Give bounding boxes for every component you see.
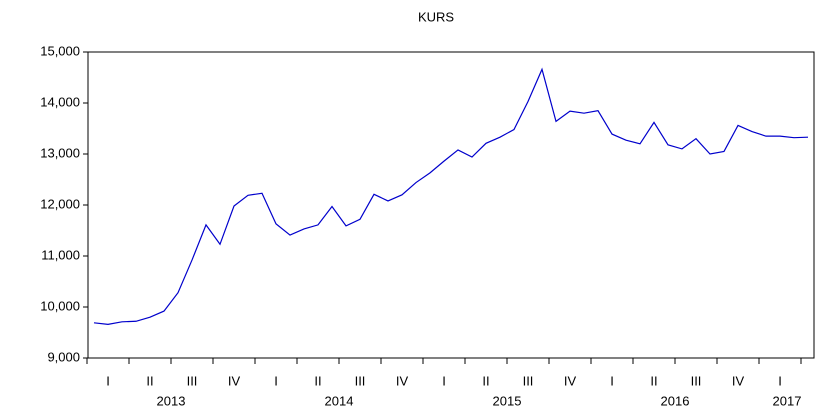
year-label: 2013 <box>157 393 186 408</box>
x-tick-label: III <box>523 373 534 388</box>
x-tick-label: IV <box>396 373 409 388</box>
year-label: 2017 <box>773 393 802 408</box>
y-tick-label: 15,000 <box>40 43 80 58</box>
x-tick-label: I <box>442 373 446 388</box>
x-tick-label: IV <box>228 373 241 388</box>
y-tick-label: 11,000 <box>41 247 80 262</box>
year-label: 2014 <box>325 393 354 408</box>
year-label: 2015 <box>493 393 522 408</box>
x-tick-label: III <box>355 373 366 388</box>
y-tick-label: 10,000 <box>40 298 80 313</box>
y-tick-label: 12,000 <box>40 196 80 211</box>
line-series <box>93 67 809 325</box>
plot-frame <box>87 51 815 359</box>
y-tick-label: 13,000 <box>40 145 80 160</box>
y-tick-label: 14,000 <box>40 94 80 109</box>
x-tick-label: I <box>778 373 782 388</box>
x-tick-label: III <box>691 373 702 388</box>
x-tick-label: I <box>610 373 614 388</box>
x-tick-label: I <box>106 373 110 388</box>
x-tick-label: II <box>146 373 153 388</box>
x-tick-label: II <box>482 373 489 388</box>
x-tick-label: IV <box>564 373 577 388</box>
x-tick-label: I <box>274 373 278 388</box>
year-label: 2016 <box>661 393 690 408</box>
y-tick-label: 9,000 <box>47 349 80 364</box>
chart-title: KURS <box>418 9 454 24</box>
x-tick-label: III <box>187 373 198 388</box>
x-tick-label: IV <box>732 373 745 388</box>
x-tick-label: II <box>314 373 321 388</box>
x-tick-label: II <box>650 373 657 388</box>
